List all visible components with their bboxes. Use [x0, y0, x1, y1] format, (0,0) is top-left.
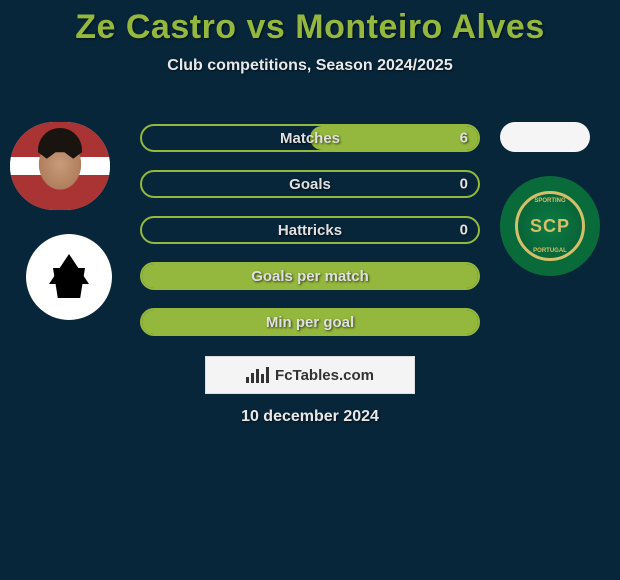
- player-photo-right: [500, 122, 590, 152]
- chart-icon: [246, 367, 269, 383]
- page-subtitle: Club competitions, Season 2024/2025: [0, 57, 620, 75]
- stat-row-min-per-goal: Min per goal: [140, 308, 480, 336]
- club-badge-left: [26, 234, 112, 320]
- brand-text: FcTables.com: [275, 367, 374, 384]
- stat-label: Min per goal: [266, 314, 354, 331]
- stat-label: Hattricks: [278, 222, 342, 239]
- club-ring-bottom: PORTUGAL: [533, 248, 567, 254]
- stat-row-hattricks: Hattricks 0: [140, 216, 480, 244]
- academica-icon: [49, 254, 89, 300]
- stats-container: Matches 6 Goals 0 Hattricks 0 Goals per …: [140, 124, 480, 354]
- brand-badge[interactable]: FcTables.com: [205, 356, 415, 394]
- club-scp-text: SCP: [530, 216, 570, 237]
- stat-row-goals-per-match: Goals per match: [140, 262, 480, 290]
- sporting-icon: SPORTING SCP PORTUGAL: [515, 191, 585, 261]
- stat-right-value: 6: [460, 130, 468, 147]
- stat-right-value: 0: [460, 222, 468, 239]
- stat-label: Goals: [289, 176, 331, 193]
- page-title: Ze Castro vs Monteiro Alves: [0, 0, 620, 47]
- stat-right-value: 0: [460, 176, 468, 193]
- stat-row-goals: Goals 0: [140, 170, 480, 198]
- stat-row-matches: Matches 6: [140, 124, 480, 152]
- player-photo-left: [10, 122, 110, 210]
- footer-date: 10 december 2024: [0, 408, 620, 426]
- club-ring-top: SPORTING: [534, 198, 565, 204]
- player-face-placeholder: [10, 122, 110, 210]
- stat-label: Goals per match: [251, 268, 369, 285]
- stat-label: Matches: [280, 130, 340, 147]
- club-badge-right: SPORTING SCP PORTUGAL: [500, 176, 600, 276]
